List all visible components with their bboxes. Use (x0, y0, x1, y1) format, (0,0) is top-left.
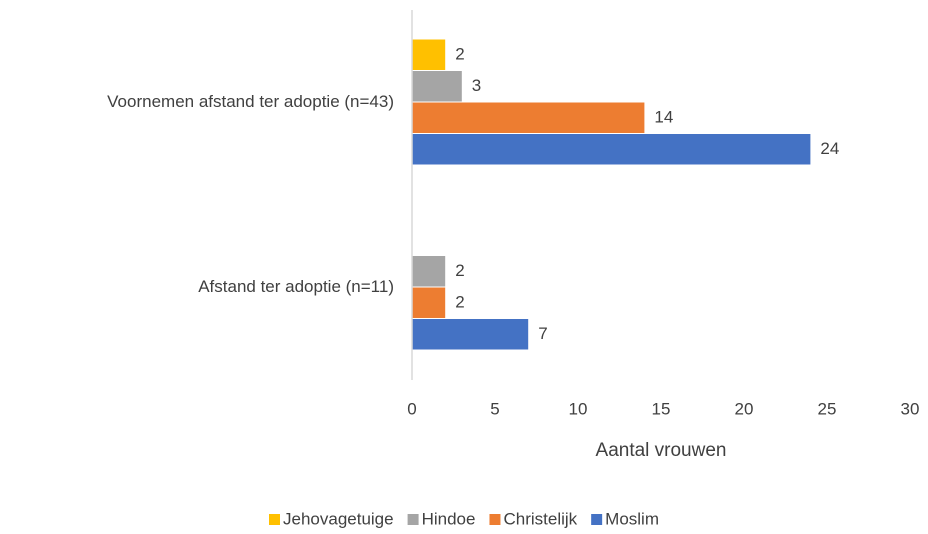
legend-swatch (269, 514, 280, 525)
bar (412, 71, 462, 102)
legend-label: Christelijk (503, 509, 577, 528)
value-label: 14 (654, 108, 673, 127)
bar (412, 287, 446, 318)
value-label: 7 (538, 324, 547, 343)
x-tick-label: 30 (901, 399, 920, 418)
bar (412, 256, 446, 287)
value-label: 2 (455, 261, 464, 280)
legend-label: Hindoe (422, 509, 476, 528)
legend-swatch (591, 514, 603, 525)
bar (412, 134, 811, 165)
legend-swatch (489, 514, 501, 525)
bar (412, 39, 446, 70)
legend-label: Jehovagetuige (283, 509, 394, 528)
legend-swatch (407, 514, 419, 525)
x-tick-label: 15 (652, 399, 671, 418)
legend-label: Moslim (605, 509, 659, 528)
bar (412, 102, 645, 133)
x-tick-label: 0 (407, 399, 416, 418)
y-tick-label: Voornemen afstand ter adoptie (n=43) (107, 92, 394, 111)
value-label: 24 (820, 139, 839, 158)
value-label: 2 (455, 293, 464, 312)
y-tick-label: Afstand ter adoptie (n=11) (198, 277, 394, 296)
value-label: 3 (472, 76, 481, 95)
x-axis-title: Aantal vrouwen (596, 440, 727, 461)
bar (412, 319, 529, 350)
x-tick-label: 5 (490, 399, 499, 418)
x-tick-label: 25 (818, 399, 837, 418)
x-tick-label: 20 (735, 399, 754, 418)
x-tick-label: 10 (569, 399, 588, 418)
value-label: 2 (455, 45, 464, 64)
